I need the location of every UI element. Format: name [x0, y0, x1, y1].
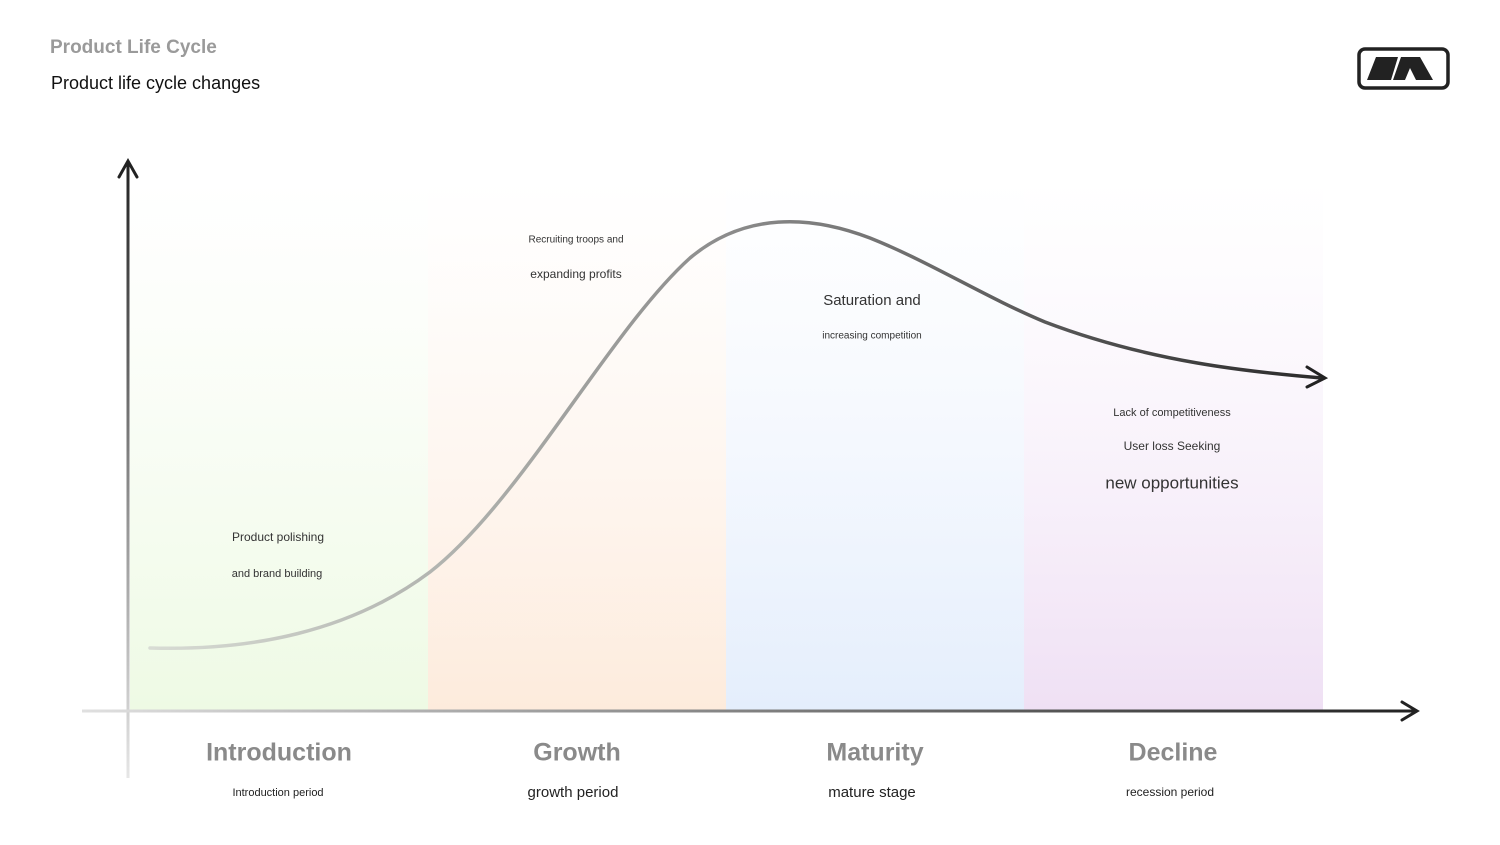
- stage-note: User loss Seeking: [1124, 439, 1221, 453]
- stage-band: [1024, 180, 1323, 711]
- stage-note: expanding profits: [530, 267, 621, 281]
- stage-name: Maturity: [826, 739, 923, 767]
- stage-note: Saturation and: [823, 292, 921, 309]
- stage-note: and brand building: [232, 568, 323, 580]
- stage-band: [130, 180, 428, 711]
- stage-name: Introduction: [206, 739, 352, 767]
- stage-note: Product polishing: [232, 530, 324, 544]
- logo: [1357, 47, 1450, 90]
- stage-band: [726, 180, 1024, 711]
- stage-period: mature stage: [828, 784, 916, 801]
- stage-note: increasing competition: [822, 331, 922, 342]
- x-axis: [82, 700, 1420, 722]
- stage-name: Decline: [1129, 739, 1218, 767]
- title: Product Life Cycle: [50, 37, 217, 58]
- stage-note: Lack of competitiveness: [1113, 407, 1231, 419]
- life-cycle-curve: [148, 220, 1329, 651]
- stage-band: [428, 180, 726, 711]
- stage-note: new opportunities: [1105, 473, 1238, 492]
- y-axis: [117, 157, 139, 778]
- stage-note: Recruiting troops and: [528, 235, 623, 246]
- subtitle: Product life cycle changes: [51, 73, 260, 93]
- stage-name: Growth: [533, 739, 621, 767]
- stage-period: recession period: [1126, 785, 1214, 799]
- stage-period: growth period: [528, 784, 619, 801]
- stage-period: Introduction period: [232, 787, 323, 799]
